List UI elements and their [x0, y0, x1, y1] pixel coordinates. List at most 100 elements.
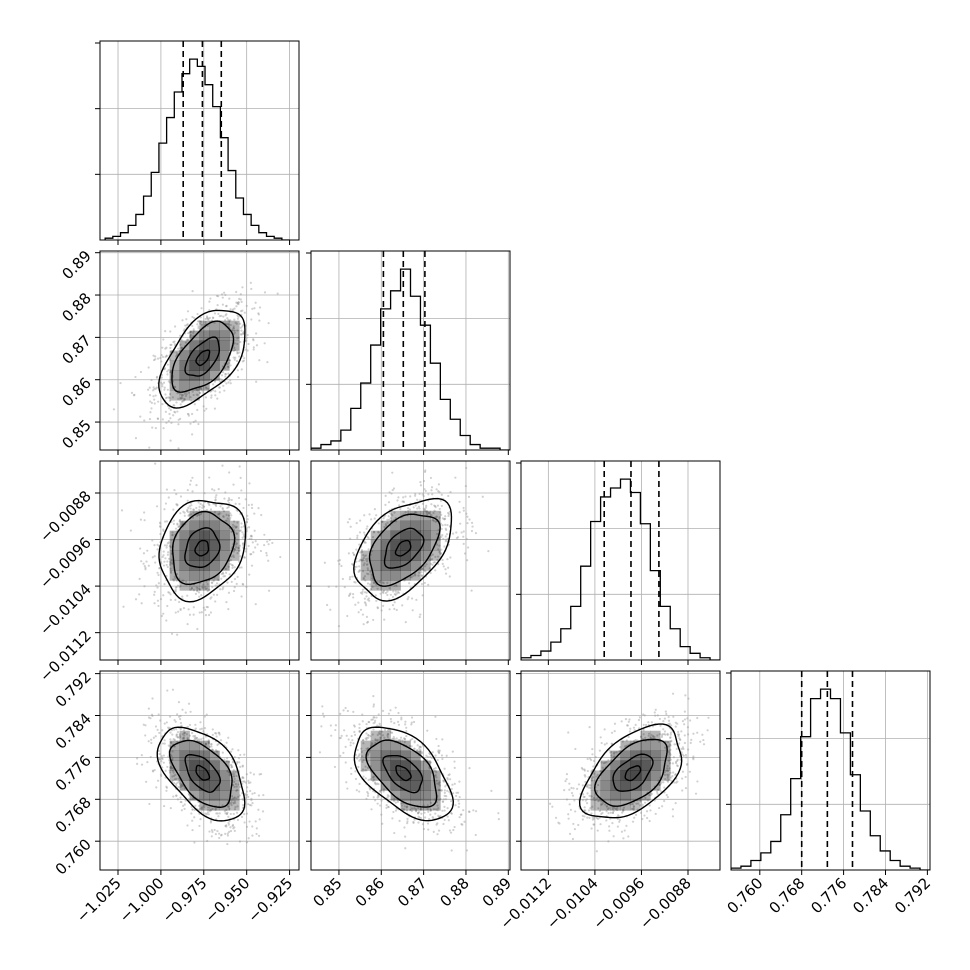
sample-point	[585, 785, 589, 788]
density-cell	[229, 340, 240, 351]
density-cell	[420, 770, 431, 781]
sample-point	[175, 579, 178, 582]
sample-point	[237, 496, 241, 500]
sample-point	[225, 571, 228, 574]
sample-point	[204, 396, 208, 399]
sample-point	[233, 346, 236, 349]
sample-point	[370, 718, 373, 721]
sample-point	[225, 304, 228, 307]
sample-point	[366, 754, 369, 757]
sample-point	[250, 535, 254, 538]
sample-point	[381, 520, 384, 523]
sample-point	[322, 715, 326, 718]
sample-point	[417, 815, 420, 818]
sample-point	[420, 812, 423, 815]
sample-point	[248, 573, 251, 576]
sample-point	[674, 760, 678, 763]
sample-point	[196, 590, 199, 593]
sample-point	[241, 776, 244, 779]
sample-point	[441, 800, 445, 803]
sample-point	[366, 790, 369, 794]
sample-point	[584, 809, 587, 812]
sample-point	[397, 591, 401, 594]
sample-point	[250, 534, 253, 537]
sample-point	[181, 733, 184, 736]
sample-point	[427, 493, 430, 496]
sample-point	[396, 590, 400, 594]
sample-point	[599, 823, 602, 826]
sample-point	[676, 764, 679, 768]
sample-point	[154, 462, 157, 465]
sample-point	[257, 834, 261, 837]
sample-point	[402, 500, 405, 503]
sample-point	[654, 714, 657, 717]
sample-point	[436, 822, 439, 825]
sample-point	[349, 537, 352, 540]
sample-point	[442, 780, 446, 783]
sample-point	[255, 344, 259, 347]
sample-point	[613, 751, 616, 754]
sample-point	[228, 361, 231, 365]
sample-point	[176, 522, 179, 525]
sample-point	[250, 287, 253, 291]
sample-point	[242, 542, 245, 545]
sample-point	[403, 826, 406, 829]
sample-point	[603, 743, 606, 746]
sample-point	[174, 720, 177, 723]
sample-point	[215, 582, 219, 585]
density-cell	[430, 790, 441, 801]
sample-point	[279, 555, 282, 559]
sample-point	[198, 587, 201, 590]
density-cell	[169, 540, 180, 551]
sample-point	[214, 498, 217, 501]
sample-point	[187, 332, 190, 335]
sample-point	[381, 734, 385, 737]
sample-point	[456, 536, 460, 539]
sample-point	[164, 347, 167, 350]
sample-point	[190, 586, 193, 590]
sample-point	[404, 723, 407, 726]
sample-point	[362, 576, 365, 579]
sample-point	[164, 502, 168, 505]
sample-point	[440, 527, 443, 530]
sample-point	[196, 408, 199, 412]
sample-point	[365, 527, 368, 530]
sample-point	[420, 574, 423, 577]
sample-point	[318, 751, 322, 754]
sample-point	[232, 798, 235, 801]
sample-point	[667, 778, 670, 782]
sample-point	[588, 726, 591, 729]
sample-point	[437, 548, 440, 551]
sample-point	[421, 594, 424, 597]
sample-point	[168, 545, 171, 548]
sample-point	[242, 776, 245, 780]
sample-point	[454, 476, 457, 479]
sample-point	[175, 353, 179, 356]
sample-point	[660, 781, 663, 784]
sample-point	[450, 800, 453, 803]
sample-point	[434, 715, 437, 718]
sample-point	[236, 805, 239, 808]
sample-point	[195, 586, 198, 589]
sample-point	[421, 752, 424, 755]
sample-point	[650, 721, 653, 724]
sample-point	[189, 422, 192, 425]
sample-point	[669, 744, 672, 747]
sample-point	[440, 504, 443, 508]
sample-point	[154, 355, 157, 358]
sample-point	[199, 316, 202, 319]
density-cell	[380, 770, 391, 781]
sample-point	[373, 517, 376, 520]
sample-point	[236, 329, 239, 332]
sample-point	[365, 591, 368, 594]
sample-point	[221, 588, 224, 591]
sample-point	[644, 736, 647, 739]
sample-point	[689, 719, 692, 722]
sample-point	[654, 708, 657, 711]
sample-point	[224, 832, 227, 835]
panel-frame	[310, 460, 511, 661]
sample-point	[236, 314, 239, 317]
sample-point	[337, 625, 341, 628]
sample-point	[448, 773, 451, 776]
sample-point	[665, 769, 668, 772]
